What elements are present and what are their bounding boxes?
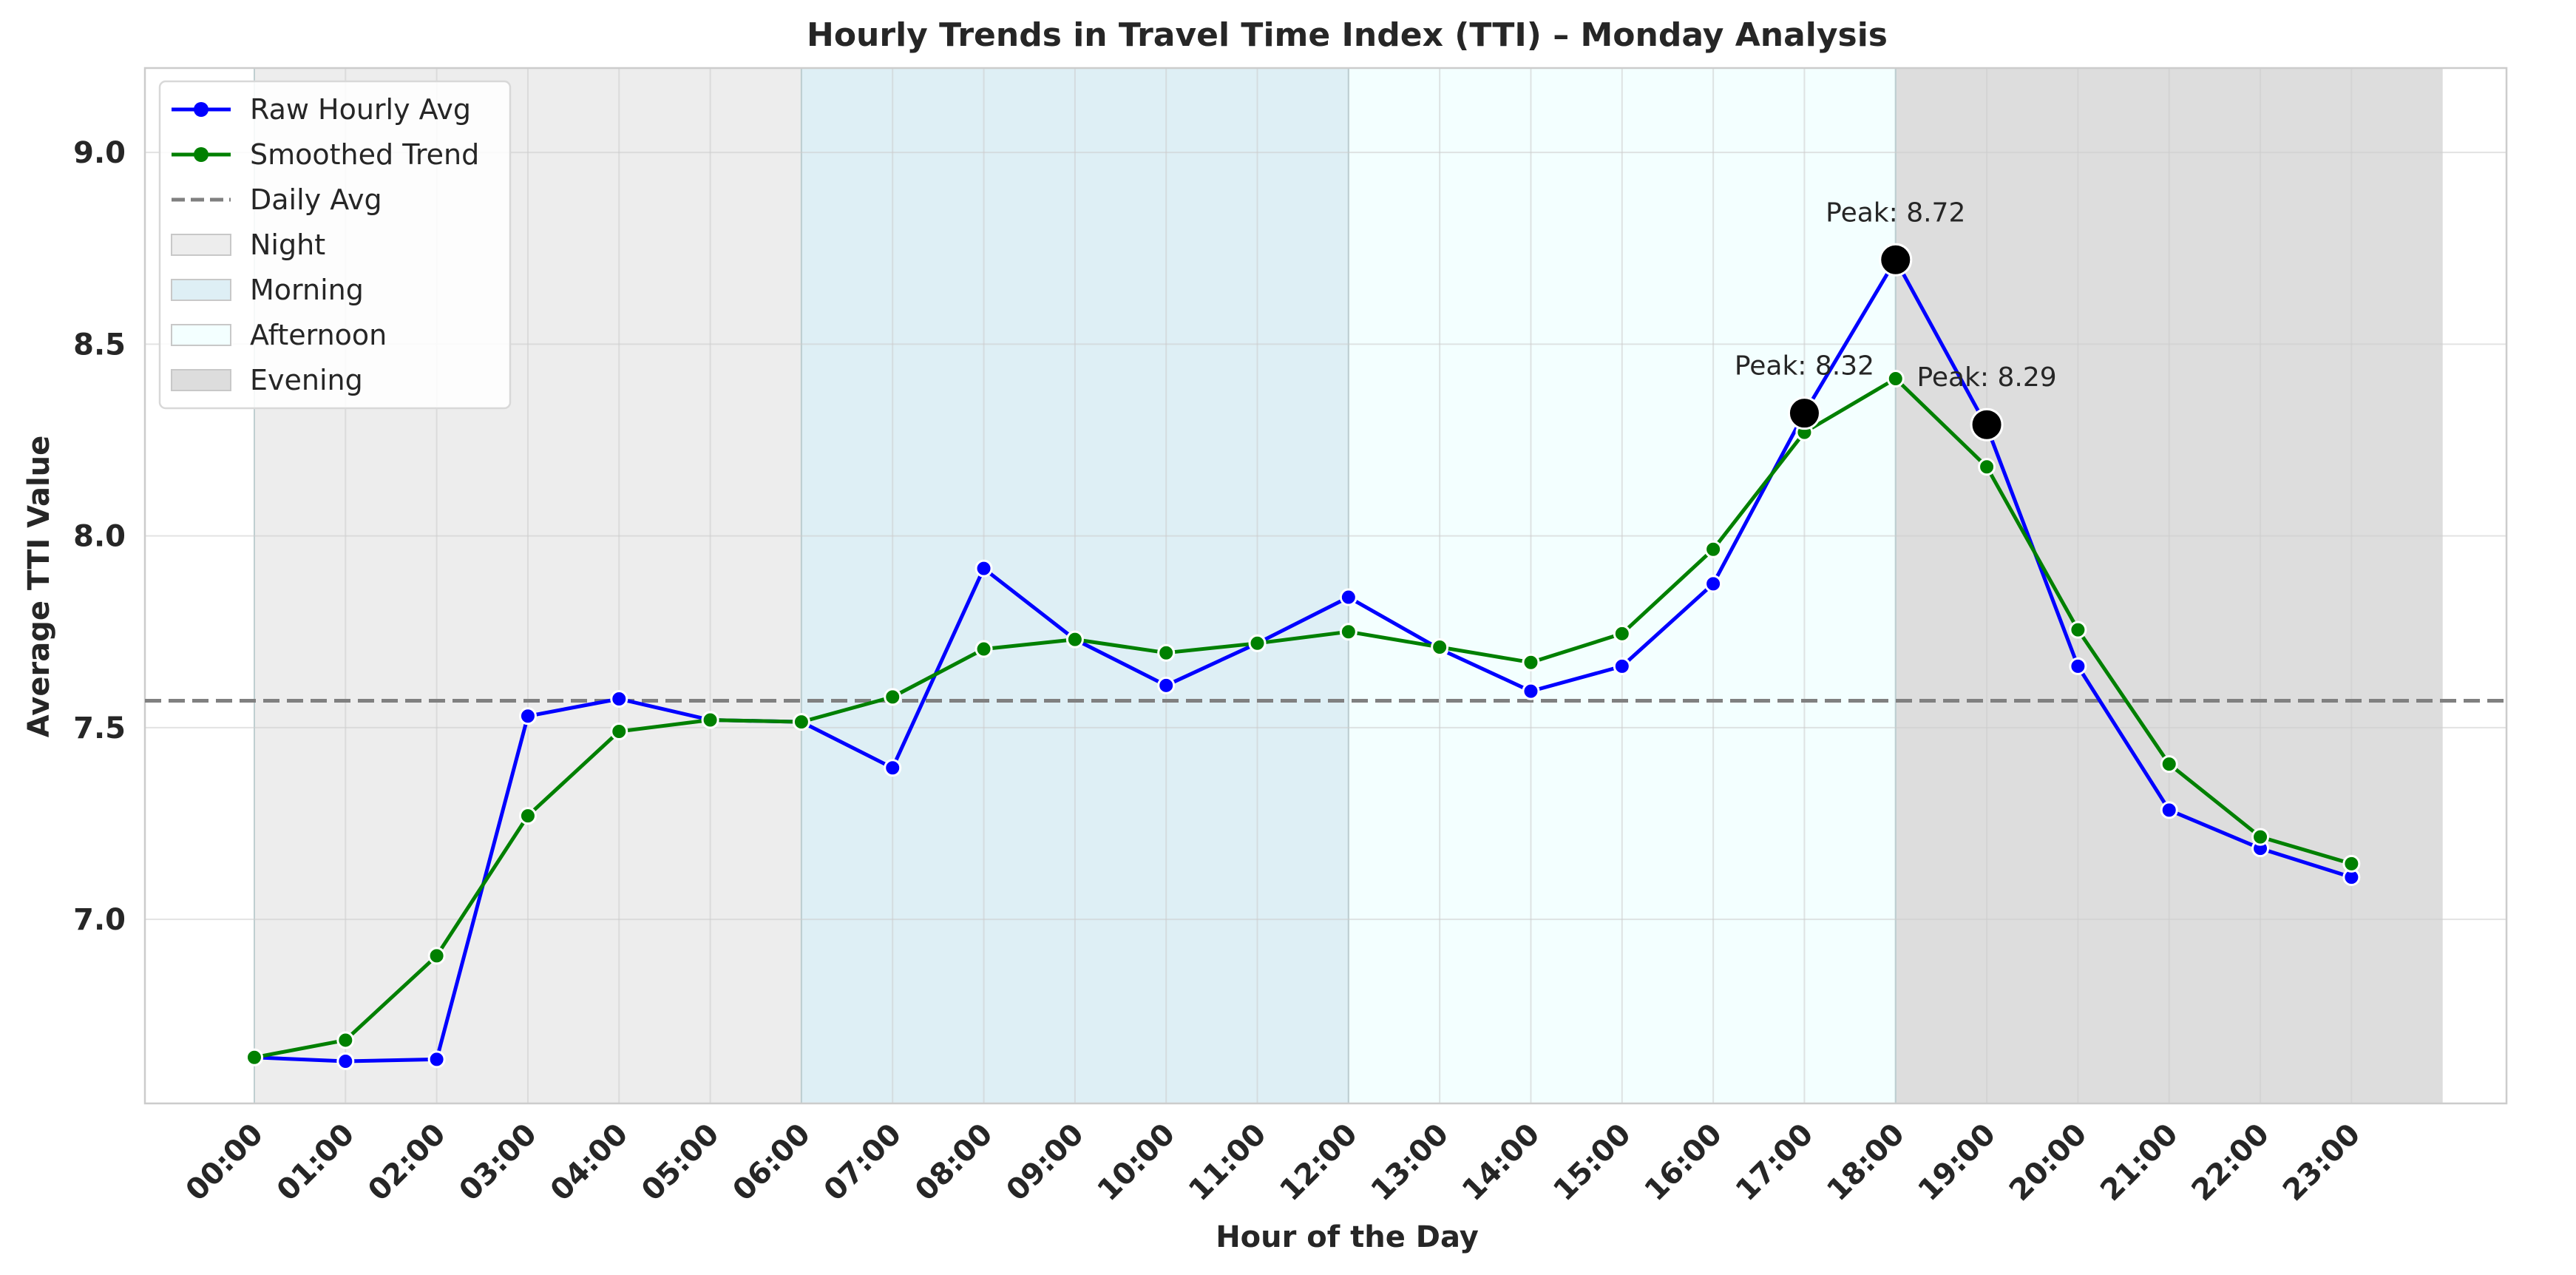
x-tick-label: 13:00 (1365, 1117, 1456, 1208)
series-point-0 (1613, 657, 1631, 675)
series-point-0 (336, 1052, 355, 1070)
peak-marker (1879, 243, 1913, 277)
x-tick-label: 04:00 (544, 1117, 635, 1208)
legend-swatch-afternoon (171, 324, 231, 346)
series-point-1 (1522, 653, 1540, 672)
x-tick-label: 07:00 (818, 1117, 909, 1208)
series-point-1 (1248, 634, 1267, 652)
y-tick-label: 7.5 (73, 711, 126, 745)
series-point-1 (975, 640, 993, 658)
y-tick-label: 8.0 (73, 520, 126, 554)
series-point-1 (518, 807, 537, 825)
series-point-1 (245, 1048, 263, 1066)
x-tick-label: 03:00 (453, 1117, 543, 1208)
chart-title: Hourly Trends in Travel Time Index (TTI)… (807, 16, 1888, 54)
x-tick-label: 20:00 (2003, 1117, 2094, 1208)
legend-label-daily-avg: Daily Avg (250, 183, 382, 216)
x-tick-label: 18:00 (1820, 1117, 1911, 1208)
y-tick-label: 8.5 (73, 328, 126, 362)
series-point-1 (2342, 854, 2361, 873)
x-tick-label: 14:00 (1456, 1117, 1547, 1208)
series-point-0 (1157, 676, 1176, 694)
x-tick-label: 05:00 (635, 1117, 726, 1208)
y-tick-label: 9.0 (73, 136, 126, 170)
series-point-1 (610, 723, 628, 741)
legend-swatch-evening (171, 369, 231, 391)
legend-box (158, 80, 512, 410)
series-point-1 (1339, 623, 1358, 641)
series-point-1 (1065, 630, 1084, 649)
series-point-1 (884, 688, 902, 706)
series-point-1 (1978, 458, 1996, 476)
series-line-1 (254, 376, 2353, 1060)
x-tick-label: 15:00 (1547, 1117, 1638, 1208)
series-point-0 (2069, 657, 2087, 675)
series-point-1 (1157, 643, 1176, 662)
x-tick-label: 17:00 (1729, 1117, 1820, 1208)
x-tick-label: 16:00 (1638, 1117, 1729, 1208)
x-tick-label: 08:00 (909, 1117, 1000, 1208)
x-tick-label: 10:00 (1091, 1117, 1182, 1208)
legend-label-afternoon: Afternoon (250, 319, 387, 351)
series-point-1 (1613, 624, 1631, 643)
legend-marker-smoothed-trend (194, 147, 209, 162)
series-point-1 (2251, 828, 2270, 846)
legend-swatch-night (171, 234, 231, 256)
x-tick-label: 19:00 (1912, 1117, 2003, 1208)
series-point-0 (2160, 801, 2178, 819)
peak-marker (1970, 407, 2004, 442)
series-point-0 (1704, 575, 1723, 593)
series-line-0 (254, 257, 2353, 1063)
series-point-0 (427, 1050, 446, 1069)
x-tick-label: 00:00 (179, 1117, 270, 1208)
peak-annotation: Peak: 8.29 (1916, 362, 2056, 393)
series-point-1 (427, 947, 446, 965)
series-point-1 (1886, 370, 1905, 388)
series-point-0 (975, 559, 993, 578)
legend-label-raw-hourly-avg: Raw Hourly Avg (250, 93, 471, 126)
x-tick-label: 21:00 (2094, 1117, 2185, 1208)
x-tick-label: 23:00 (2277, 1117, 2367, 1208)
plot-frame (143, 67, 2508, 1105)
peak-marker (1787, 396, 1821, 430)
legend-label-smoothed-trend: Smoothed Trend (250, 138, 479, 171)
legend-label-night: Night (250, 229, 325, 261)
x-tick-label: 01:00 (271, 1117, 362, 1208)
series-point-0 (884, 759, 902, 777)
series-point-1 (1431, 638, 1449, 656)
peak-annotation: Peak: 8.32 (1735, 351, 1874, 382)
series-point-0 (610, 689, 628, 708)
series-point-1 (1704, 540, 1723, 558)
plot-area (145, 68, 2506, 1103)
x-tick-label: 02:00 (362, 1117, 453, 1208)
x-tick-label: 09:00 (1000, 1117, 1091, 1208)
y-tick-label: 7.0 (73, 903, 126, 937)
series-point-0 (518, 707, 537, 726)
series-point-0 (1339, 588, 1358, 606)
legend-label-evening: Evening (250, 364, 363, 396)
series-point-1 (2069, 620, 2087, 639)
legend-label-morning: Morning (250, 274, 364, 306)
series-point-1 (792, 713, 810, 731)
series-point-0 (1522, 682, 1540, 700)
x-tick-label: 06:00 (726, 1117, 817, 1208)
series-point-1 (2160, 755, 2178, 774)
legend-swatch-morning (171, 279, 231, 301)
x-tick-label: 12:00 (1273, 1117, 1364, 1208)
peak-annotation: Peak: 8.72 (1826, 197, 1965, 228)
x-axis-label: Hour of the Day (1216, 1220, 1479, 1254)
y-axis-label: Average TTI Value (22, 436, 56, 738)
series-point-1 (701, 711, 719, 729)
series-point-1 (336, 1031, 355, 1049)
x-tick-label: 11:00 (1182, 1117, 1273, 1208)
legend-marker-raw-hourly-avg (194, 102, 209, 117)
x-tick-label: 22:00 (2186, 1117, 2277, 1208)
